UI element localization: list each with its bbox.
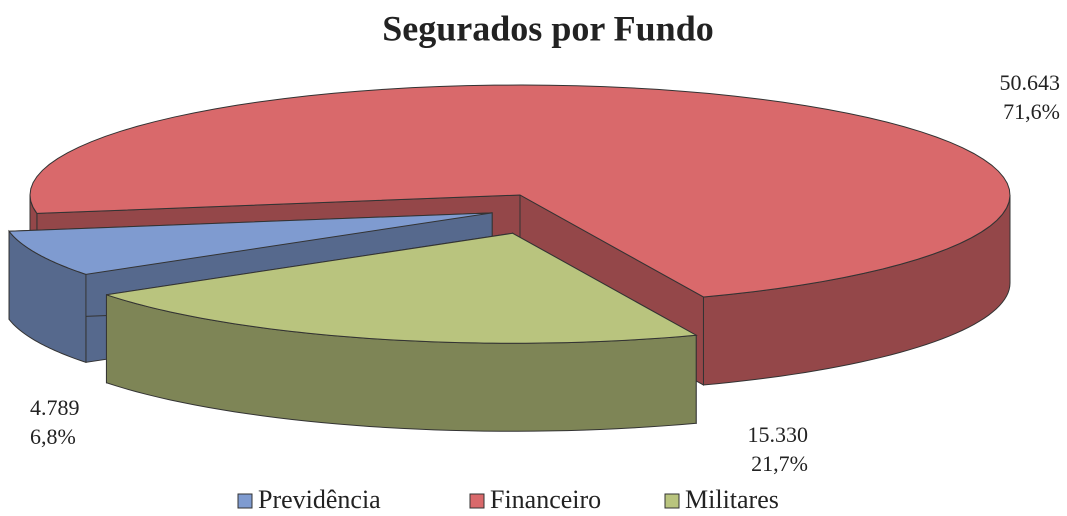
value-label: 4.789 bbox=[30, 395, 80, 420]
legend-swatch bbox=[469, 493, 485, 509]
chart-title: Segurados por Fundo bbox=[382, 8, 713, 48]
legend-label: Previdência bbox=[258, 485, 381, 514]
legend-swatch bbox=[237, 493, 253, 509]
slice bbox=[106, 232, 698, 344]
legend-swatch bbox=[664, 493, 680, 509]
percent-label: 21,7% bbox=[751, 451, 808, 476]
slice bbox=[29, 84, 1011, 298]
percent-label: 71,6% bbox=[1003, 99, 1060, 124]
legend-label: Militares bbox=[685, 485, 779, 514]
value-label: 15.330 bbox=[748, 422, 809, 447]
percent-label: 6,8% bbox=[30, 424, 76, 449]
slice bbox=[8, 212, 493, 275]
legend-label: Financeiro bbox=[490, 485, 601, 514]
value-label: 50.643 bbox=[1000, 70, 1061, 95]
